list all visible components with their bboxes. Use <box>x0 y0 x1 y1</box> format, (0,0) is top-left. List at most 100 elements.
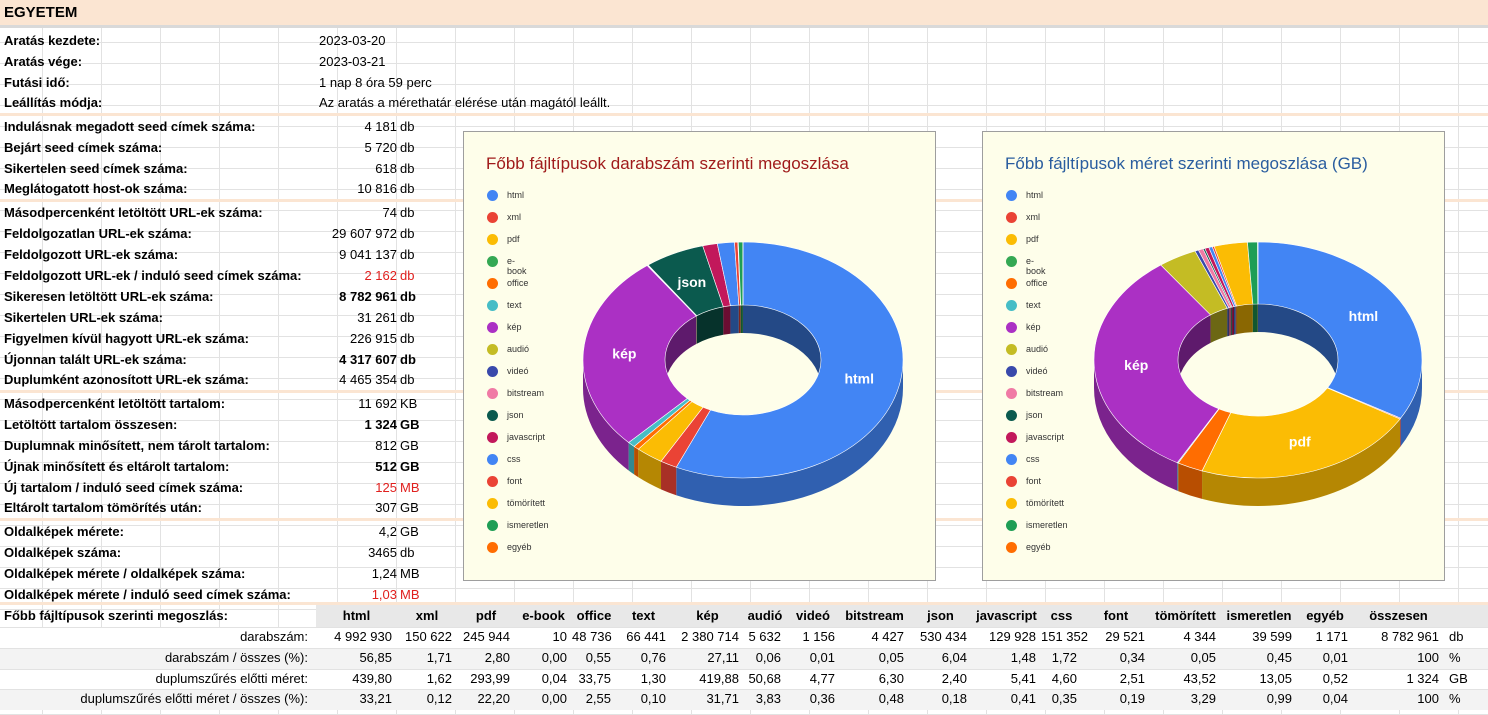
table-cell: 10 <box>552 629 567 644</box>
slice-pdf[interactable] <box>1201 387 1401 479</box>
stat-row: Feldolgozott URL-ek / induló seed címek … <box>0 265 420 286</box>
stat-value: 10 816 <box>357 181 397 196</box>
table-cell: 439,80 <box>352 671 392 686</box>
slice-html[interactable] <box>1257 241 1423 419</box>
table-header-7: audió <box>747 608 783 623</box>
legend-label: pdf <box>1026 234 1039 244</box>
section-divider <box>0 113 1488 116</box>
table-cell: 129 928 <box>989 629 1036 644</box>
legend-label: e-book <box>507 256 527 276</box>
slice-inner-font <box>738 305 741 334</box>
table-header-9: bitstream <box>845 608 904 623</box>
legend-swatch <box>487 476 498 487</box>
table-cell: 0,04 <box>1322 691 1348 706</box>
stat-value: 812 <box>375 438 397 453</box>
stat-value: 9 041 137 <box>339 247 397 262</box>
slice-inner-json <box>1231 307 1233 336</box>
slice-inner-bitstream <box>1228 307 1232 336</box>
legend-label: ismeretlen <box>1026 520 1068 530</box>
slice-kép[interactable] <box>1093 264 1220 464</box>
table-cell: 1,62 <box>426 671 452 686</box>
table-cell: 0,55 <box>585 650 611 665</box>
legend-swatch <box>487 278 498 289</box>
legend-swatch <box>487 454 498 465</box>
stat-row: Duplumnak minősített, nem tárolt tartalo… <box>0 435 420 456</box>
table-cell: 6,04 <box>941 650 967 665</box>
table-header-1: xml <box>415 608 439 623</box>
stat-row: Sikeresen letöltött URL-ek száma: 8 782 9… <box>0 286 420 307</box>
slice-side-text <box>1177 462 1179 492</box>
slice-inner-css <box>1234 306 1236 335</box>
table-cell: 0,00 <box>541 691 567 706</box>
stat-unit: db <box>400 310 415 325</box>
table-cell: 48 736 <box>572 629 612 644</box>
table-cell: 0,34 <box>1119 650 1145 665</box>
stat-row: Feldolgozott URL-ek száma: 9 041 137 db <box>0 244 420 265</box>
stat-label: Bejárt seed címek száma: <box>4 140 163 155</box>
stat-unit: GB <box>400 459 420 474</box>
legend-label: text <box>1026 300 1041 310</box>
table-cell: 0,48 <box>878 691 904 706</box>
table-cell: 66 441 <box>626 629 666 644</box>
slice-inner-videó <box>1227 307 1229 337</box>
stat-label: Feldolgozatlan URL-ek száma: <box>4 226 192 241</box>
legend-label: xml <box>1026 212 1040 222</box>
slice-html[interactable] <box>675 241 904 479</box>
stat-unit: GB <box>400 524 419 539</box>
slice-side-xml <box>1400 418 1401 448</box>
table-cell: 33,75 <box>578 671 611 686</box>
stat-unit: GB <box>400 500 419 515</box>
slice-side-kép <box>583 360 629 471</box>
slice-side-kép <box>1094 360 1178 491</box>
stat-row: Feldolgozatlan URL-ek száma: 29 607 972 db <box>0 223 420 244</box>
legend-label: pdf <box>507 234 520 244</box>
size-chart[interactable]: html pdf kép Főbb fájltípusok méret szerin… <box>982 131 1445 581</box>
legend-swatch <box>487 388 498 399</box>
slice-label-kép: kép <box>1124 357 1148 373</box>
stat-row: Oldalképek mérete: 4,2 GB <box>0 521 420 542</box>
legend-label: tömörített <box>507 498 546 508</box>
stat-row: Új tartalom / induló seed címek száma: 12… <box>0 477 420 498</box>
table-header-15: ismeretlen <box>1226 608 1292 623</box>
info-label: Futási idő: <box>4 75 70 90</box>
legend-label: javascript <box>507 432 546 442</box>
legend-swatch <box>1006 542 1017 553</box>
table-cell: 2 380 714 <box>681 629 739 644</box>
table-cell: 0,00 <box>541 650 567 665</box>
stat-row: Indulásnak megadott seed címek száma: 4 1… <box>0 116 420 137</box>
table-cell: 8 782 961 <box>1381 629 1439 644</box>
stat-value: 4 465 354 <box>339 372 397 387</box>
table-row-bg <box>0 648 1488 669</box>
table-row-unit: % <box>1449 650 1461 665</box>
legend-label: kép <box>1026 322 1041 332</box>
stat-row: Oldalképek mérete / oldalképek száma: 1,2… <box>0 563 420 584</box>
slice-inner-ismeretlen <box>740 305 743 334</box>
slice-inner-kép <box>665 315 697 388</box>
slice-inner-audió <box>1210 308 1228 343</box>
slice-kép[interactable] <box>582 265 697 443</box>
count-chart[interactable]: html kép json Főbb fájltípusok darabszám s… <box>463 131 936 581</box>
table-cell: 293,99 <box>470 671 510 686</box>
table-cell: 6,30 <box>878 671 904 686</box>
legend-swatch <box>1006 212 1017 223</box>
stat-unit: MB <box>400 587 420 602</box>
info-row: Aratás vége: 2023-03-21 <box>0 51 700 72</box>
stat-row: Sikertelen URL-ek száma: 31 261 db <box>0 307 420 328</box>
table-cell: 5 632 <box>748 629 781 644</box>
table-cell: 1 324 <box>1406 671 1439 686</box>
slice-inner-tömörített <box>1236 304 1253 335</box>
stat-row: Meglátogatott host-ok száma: 10 816 db <box>0 178 420 199</box>
info-value: Az aratás a mérethatár elérése után magá… <box>319 95 611 110</box>
legend-label: bitstream <box>507 388 545 398</box>
legend-swatch <box>1006 520 1017 531</box>
stat-label: Sikertelen URL-ek száma: <box>4 310 163 325</box>
table-cell: 4,60 <box>1051 671 1077 686</box>
legend-label: javascript <box>1026 432 1065 442</box>
table-cell: 1,48 <box>1010 650 1036 665</box>
legend-swatch <box>487 234 498 245</box>
stat-value: 1,24 <box>371 566 397 581</box>
slice-inner-html <box>743 305 821 388</box>
legend-swatch <box>1006 322 1017 333</box>
size-chart-title: Főbb fájltípusok méret szerinti megoszlá… <box>1005 154 1368 173</box>
table-cell: 4 992 930 <box>334 629 392 644</box>
